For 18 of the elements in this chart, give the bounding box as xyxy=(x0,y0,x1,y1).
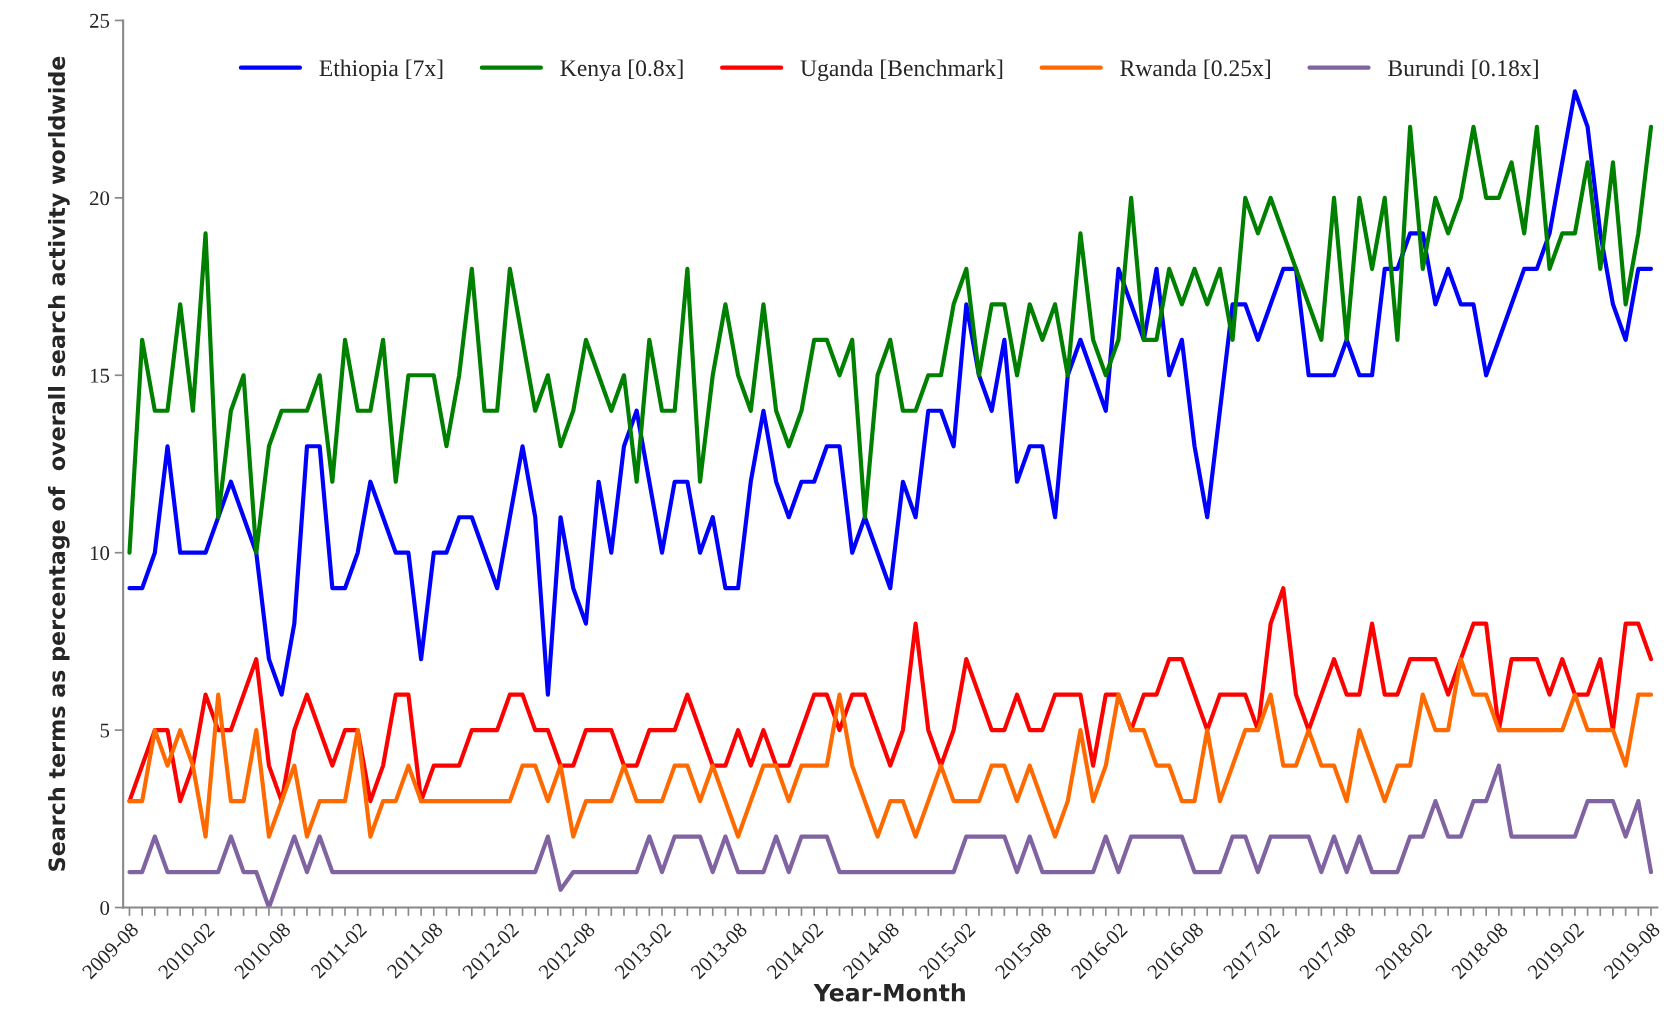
line-series xyxy=(127,763,1654,908)
legend-label: Rwanda [0.25x] xyxy=(1120,59,1270,80)
y-tick-label: 25 xyxy=(90,13,110,28)
legend-label: Kenya [0.8x] xyxy=(560,59,683,82)
y-tick-label: 10 xyxy=(90,546,110,561)
x-axis-title: Year-Month xyxy=(813,983,965,1002)
y-axis-title: Search terms as percentage of overall search activity worldwide xyxy=(47,56,70,871)
line-series xyxy=(127,657,1654,839)
line-series xyxy=(127,89,1654,697)
legend-label: Burundi [0.18x] xyxy=(1388,59,1538,80)
legend-label: Uganda [Benchmark] xyxy=(800,59,1003,82)
y-tick-label: 15 xyxy=(90,368,110,383)
y-tick-label: 20 xyxy=(90,191,110,206)
y-tick-label: 0 xyxy=(100,900,110,915)
line-series xyxy=(127,586,1654,804)
line-series xyxy=(127,124,1654,555)
legend-label: Ethiopia [7x] xyxy=(319,59,443,81)
y-tick-label: 5 xyxy=(100,723,110,738)
